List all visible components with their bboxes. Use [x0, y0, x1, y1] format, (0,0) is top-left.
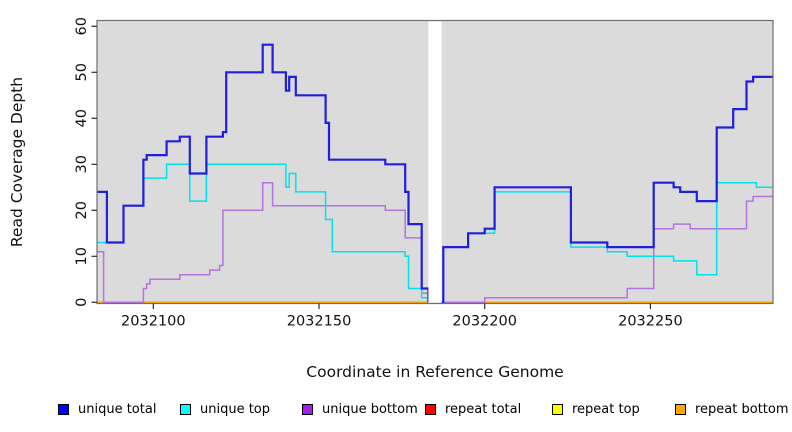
legend-item-repeat-top: repeat top: [552, 402, 640, 417]
legend-label: repeat top: [572, 402, 640, 417]
series-line-unique-total: [97, 43, 430, 303]
legend-swatch-icon: [58, 404, 69, 415]
x-tick-label: 2032100: [121, 314, 186, 330]
legend-label: unique total: [78, 402, 157, 417]
legend-swatch-icon: [552, 404, 563, 415]
legend-label: unique bottom: [322, 402, 418, 417]
legend-item-unique-top: unique top: [180, 402, 270, 417]
chart-svg: 2032100 2032150 2032200 2032250 0 10 20 30 40 50 6…: [8, 17, 774, 381]
legend-swatch-icon: [675, 404, 686, 415]
y-tick-label: 0: [74, 298, 90, 307]
x-tick-label: 2032200: [452, 314, 517, 330]
series-line-unique-total: [441, 75, 773, 304]
y-tick-label: 60: [74, 17, 90, 35]
legend-label: unique top: [200, 402, 271, 417]
series-line-unique-bottom: [441, 195, 773, 304]
legend-item-repeat-total: repeat total: [425, 402, 521, 417]
legend-swatch-icon: [180, 404, 191, 415]
legend-label: repeat total: [445, 402, 522, 417]
series-line-unique-top: [97, 163, 430, 303]
legend: unique total unique top unique bottom repea…: [0, 392, 792, 426]
x-tick-label: 2032150: [287, 314, 352, 330]
legend-label: repeat bottom: [695, 402, 789, 417]
legend-item-unique-bottom: unique bottom: [302, 402, 418, 417]
series-line-unique-bottom: [97, 181, 430, 304]
legend-item-unique-total: unique total: [58, 402, 156, 417]
legend-swatch-icon: [425, 404, 436, 415]
y-tick-label: 10: [74, 247, 90, 265]
y-tick-label: 20: [74, 201, 90, 219]
y-tick-label: 40: [74, 109, 90, 127]
legend-item-repeat-bottom: repeat bottom: [675, 402, 789, 417]
panel-border: [96, 19, 774, 305]
no-data-gap: [428, 21, 442, 303]
y-tick-label: 50: [74, 63, 90, 81]
x-axis-title: Coordinate in Reference Genome: [306, 363, 563, 381]
y-tick-label: 30: [74, 155, 90, 173]
legend-swatch-icon: [302, 404, 313, 415]
y-axis-title: Read Coverage Depth: [8, 77, 26, 247]
x-tick-label: 2032250: [618, 314, 683, 330]
